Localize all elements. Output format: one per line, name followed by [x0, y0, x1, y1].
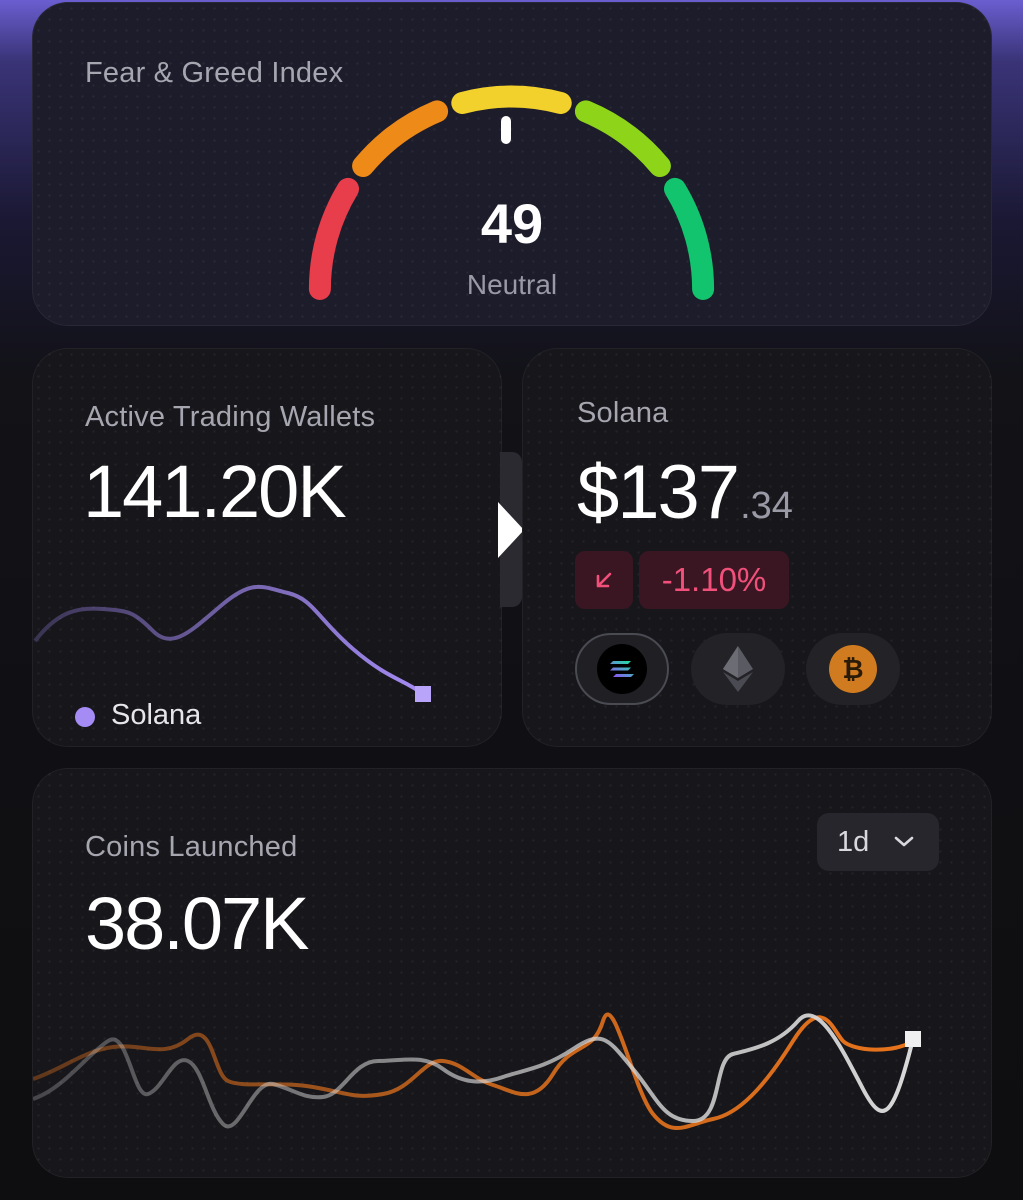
gauge-segment-neutral [451, 85, 572, 114]
arrow-down-left-icon [575, 551, 633, 609]
solana-icon [597, 644, 647, 694]
coin-button-bitcoin[interactable]: ₿ [806, 633, 900, 705]
active-wallets-card: Active Trading Wallets 141.20K Solana [32, 348, 502, 747]
coins-launched-card: Coins Launched 38.07K 1d [32, 768, 992, 1178]
active-wallets-value: 141.20K [83, 450, 347, 533]
gauge-segment-fear [352, 100, 449, 177]
coins-launched-title: Coins Launched [85, 831, 298, 863]
solana-price-card: Solana $137.34 -1.10% ₿ [522, 348, 992, 747]
gauge-segment-greed [574, 100, 671, 177]
fear-greed-value: 49 [480, 192, 544, 255]
legend-label: Solana [111, 699, 202, 731]
wallets-end-marker [415, 686, 431, 702]
range-dropdown[interactable]: 1d [817, 813, 939, 871]
legend-dot [75, 707, 95, 727]
series-white-line [33, 1013, 915, 1129]
solana-price: $137.34 [577, 449, 793, 536]
coins-end-marker [905, 1031, 921, 1047]
wallets-line [33, 584, 425, 696]
fear-greed-title: Fear & Greed Index [85, 57, 344, 89]
range-value: 1d [837, 825, 870, 858]
solana-title: Solana [577, 397, 669, 429]
series-orange-line [33, 1012, 915, 1131]
chevron-down-icon [894, 836, 914, 847]
fear-greed-card: Fear & Greed Index 49 Neutral [32, 2, 992, 326]
fear-greed-label: Neutral [466, 269, 558, 300]
bitcoin-icon: ₿ [829, 645, 877, 693]
price-main: $137 [577, 450, 740, 535]
ethereum-icon [723, 646, 753, 692]
active-wallets-title: Active Trading Wallets [85, 401, 376, 433]
gauge-segment-extreme-fear [308, 177, 359, 300]
play-icon[interactable] [498, 502, 524, 558]
gauge-segment-extreme-greed [664, 177, 715, 300]
svg-text:₿: ₿ [842, 655, 863, 685]
coin-button-ethereum[interactable] [691, 633, 785, 705]
active-wallets-sparkline [33, 584, 431, 702]
coin-button-solana[interactable] [575, 633, 669, 705]
fear-greed-gauge [308, 85, 715, 300]
coins-launched-chart [33, 1012, 921, 1131]
price-decimal: .34 [740, 485, 793, 527]
price-change-badge: -1.10% [639, 551, 789, 609]
coins-launched-value: 38.07K [85, 882, 310, 965]
